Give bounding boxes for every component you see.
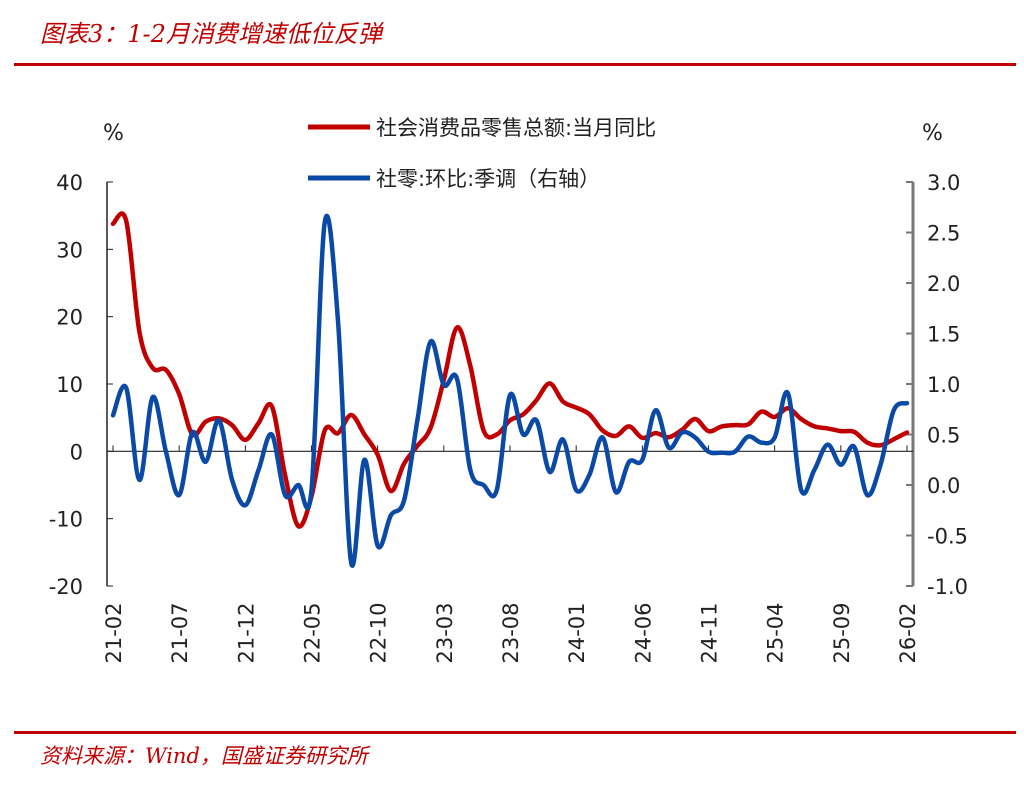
x-tick-label: 21-12 bbox=[234, 602, 258, 663]
source-note: 资料来源：Wind，国盛证券研究所 bbox=[40, 744, 368, 768]
left-tick-label: 40 bbox=[56, 171, 83, 195]
x-tick-label: 26-02 bbox=[896, 602, 920, 663]
left-tick-label: -10 bbox=[49, 508, 83, 532]
x-tick-label: 23-08 bbox=[499, 602, 523, 663]
left-tick-label: 10 bbox=[56, 373, 83, 397]
x-tick-label: 24-01 bbox=[565, 602, 589, 663]
right-tick-label: 1.0 bbox=[927, 373, 960, 397]
right-tick-label: 0.5 bbox=[927, 424, 960, 448]
legend-label: 社会消费品零售总额:当月同比 bbox=[376, 116, 656, 140]
x-tick-label: 24-06 bbox=[631, 602, 655, 663]
right-tick-label: -0.5 bbox=[927, 525, 968, 549]
x-tick-label: 22-05 bbox=[301, 602, 325, 663]
left-tick-label: -20 bbox=[49, 575, 83, 599]
x-tick-label: 23-03 bbox=[433, 602, 457, 663]
right-tick-label: 1.5 bbox=[927, 323, 960, 347]
right-tick-label: 3.0 bbox=[927, 171, 960, 195]
left-axis-unit: % bbox=[103, 121, 124, 146]
series-line-retail-mom bbox=[110, 213, 910, 568]
x-tick-label: 21-02 bbox=[102, 602, 126, 663]
x-tick-label: 25-09 bbox=[830, 602, 854, 663]
right-tick-label: -1.0 bbox=[927, 575, 968, 599]
x-tick-label: 22-10 bbox=[367, 602, 391, 663]
top-divider bbox=[14, 63, 1016, 66]
left-tick-label: 30 bbox=[56, 238, 83, 262]
right-tick-label: 2.0 bbox=[927, 272, 960, 296]
figure-title: 图表3：1-2月消费增速低位反弹 bbox=[40, 20, 382, 48]
right-tick-label: 2.5 bbox=[927, 222, 960, 246]
left-tick-label: 0 bbox=[70, 440, 83, 464]
x-tick-label: 21-07 bbox=[168, 602, 192, 663]
left-tick-label: 20 bbox=[56, 306, 83, 330]
legend-label: 社零:环比:季调（右轴） bbox=[376, 167, 600, 191]
bottom-divider bbox=[14, 731, 1016, 734]
right-tick-label: 0.0 bbox=[927, 474, 960, 498]
x-tick-label: 24-11 bbox=[698, 602, 722, 663]
right-axis-unit: % bbox=[922, 121, 943, 146]
x-tick-label: 25-04 bbox=[764, 602, 788, 663]
